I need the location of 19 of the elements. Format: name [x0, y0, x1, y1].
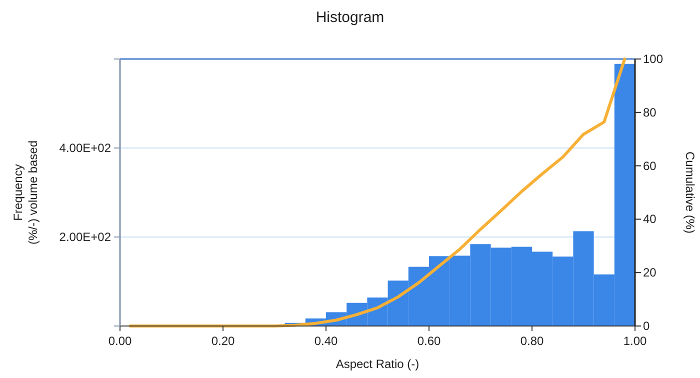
x-tick-label: 0.20 [211, 334, 235, 348]
y-axis-title: Frequency (%/-) volume based [11, 140, 40, 245]
x-axis-title: Aspect Ratio (-) [336, 357, 420, 371]
y-tick-label: 4.00E+02 [59, 141, 112, 155]
y2-tick-label: 100 [643, 52, 664, 66]
y2-tick-label: 40 [643, 212, 657, 226]
x-tick-label: 1.00 [623, 334, 647, 348]
y-tick-label: 2.00E+02 [59, 230, 112, 244]
x-tick-label: 0.40 [314, 334, 338, 348]
y2-tick-label: 80 [643, 105, 657, 120]
y2-tick-label: 60 [643, 158, 657, 173]
chart-title: Histogram [316, 9, 384, 26]
x-tick-label: 0.80 [520, 334, 544, 348]
line-series [128, 58, 626, 328]
y2-tick-label: 0 [643, 319, 650, 333]
y2-tick-label: 20 [643, 266, 657, 280]
x-tick-label: 0.60 [417, 334, 441, 348]
x-tick-label: 0.00 [108, 334, 132, 348]
y2-axis-title: Cumulative (%) [683, 151, 697, 234]
